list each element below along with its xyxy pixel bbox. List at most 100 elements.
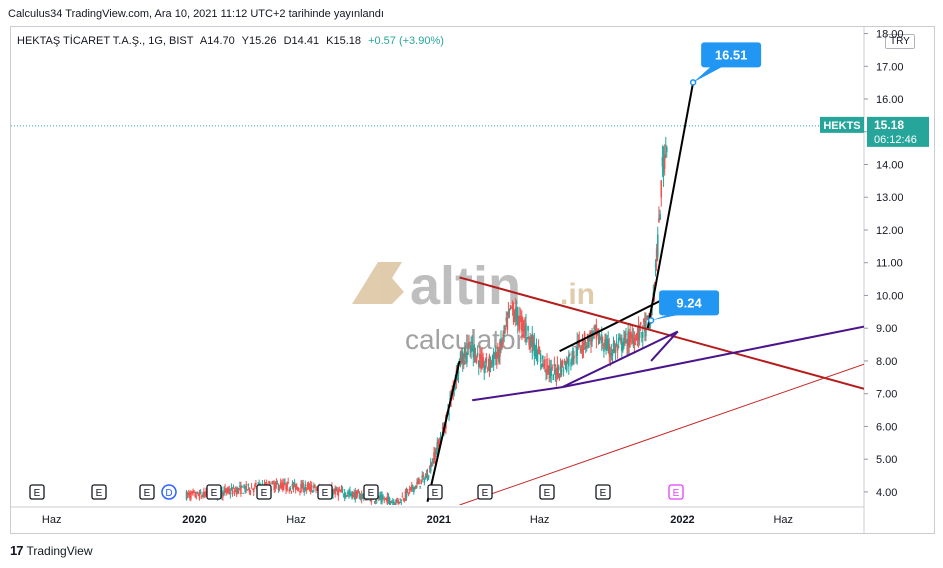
candle-body: [501, 344, 503, 348]
candle-body: [661, 157, 664, 167]
candle-body: [569, 354, 571, 356]
candle-body: [397, 500, 399, 504]
candle-body: [487, 365, 490, 367]
candles: [185, 136, 668, 505]
candle-body: [473, 346, 476, 358]
candle-body: [399, 498, 402, 500]
x-tick-label: 2021: [427, 514, 451, 526]
candle-body: [334, 489, 336, 495]
candle-body: [490, 360, 493, 365]
event-marker: E: [363, 484, 379, 500]
candle-body: [516, 307, 519, 326]
candle-body: [393, 501, 395, 505]
candle-body: [200, 496, 203, 498]
candle-body: [556, 364, 559, 376]
trendline-support-2: [561, 330, 679, 389]
candle-body: [539, 354, 542, 362]
candle-body: [192, 491, 194, 494]
candle-body: [188, 492, 191, 498]
candle-body: [505, 317, 508, 322]
candle-body: [398, 501, 400, 504]
candle-body: [606, 338, 608, 350]
candle-body: [626, 348, 628, 350]
event-marker-label: E: [211, 488, 218, 499]
event-marker: E: [595, 484, 611, 500]
candle-body: [404, 490, 407, 499]
candle-body: [538, 353, 541, 355]
candle-body: [199, 491, 202, 494]
event-marker-label: E: [144, 488, 151, 499]
candle-body: [527, 325, 529, 331]
candle-body: [543, 363, 545, 367]
candle-body: [573, 356, 575, 359]
candle-body: [228, 489, 231, 493]
candle-body: [433, 452, 435, 463]
candle-body: [483, 367, 486, 373]
candle-body: [233, 491, 236, 494]
candle-body: [585, 345, 588, 347]
candle-body: [515, 307, 518, 317]
candle-body: [283, 482, 285, 487]
candle-body: [254, 485, 256, 487]
candle-body: [492, 351, 495, 366]
candle-body: [551, 367, 554, 369]
candle-body: [491, 355, 494, 361]
candle-body: [306, 484, 309, 487]
candle-body: [301, 483, 303, 489]
candle-body: [386, 496, 389, 505]
candle-body: [594, 327, 597, 332]
candle-body: [187, 492, 190, 495]
candle-body: [545, 371, 547, 373]
candle-body: [509, 304, 512, 309]
candle-body: [190, 493, 192, 500]
candle-body: [635, 334, 638, 336]
candle-body: [498, 355, 500, 362]
candle-body: [541, 355, 544, 360]
candle-body: [643, 319, 645, 323]
ticker-label: HEKTS: [823, 120, 860, 132]
x-tick-label: Haz: [530, 514, 550, 526]
candle-body: [351, 491, 353, 499]
candle-body: [609, 353, 612, 357]
candle-body: [236, 487, 239, 493]
candle-body: [383, 499, 385, 501]
candle-body: [284, 482, 286, 484]
y-tick-label: 14.00: [876, 160, 904, 172]
candle-body: [611, 353, 614, 357]
earnings-marker-icon: [29, 484, 45, 500]
candle-body: [462, 360, 465, 366]
callout-pointer: [651, 314, 682, 321]
candle-body: [309, 484, 312, 492]
candle-body: [380, 494, 382, 501]
candle-body: [664, 144, 667, 146]
candle-body: [373, 501, 376, 503]
candle-body: [530, 341, 533, 345]
candle-body: [340, 489, 343, 492]
candle-body: [579, 348, 582, 350]
candle-body: [625, 333, 627, 335]
trendline-resistance: [459, 276, 864, 390]
candle-body: [633, 337, 636, 345]
candle-body: [524, 326, 526, 333]
candle-body: [382, 498, 384, 500]
candle-body: [353, 492, 356, 497]
candle-body: [663, 154, 666, 169]
candle-body: [631, 333, 634, 339]
candle-body: [654, 264, 657, 267]
candle-body: [421, 475, 424, 479]
candle-body: [429, 462, 432, 472]
candle-body: [565, 361, 568, 372]
candle-body: [546, 358, 548, 375]
candle-body: [641, 332, 644, 338]
currency-badge[interactable]: TRY: [885, 34, 915, 49]
x-tick-label: Haz: [42, 514, 62, 526]
candle-body: [570, 362, 572, 364]
candle-body: [607, 339, 610, 349]
candle-body: [226, 488, 228, 493]
candle-body: [339, 491, 342, 493]
candle-body: [337, 490, 340, 497]
candle-body: [514, 307, 517, 322]
candle-body: [347, 492, 349, 495]
candle-body: [303, 490, 306, 493]
